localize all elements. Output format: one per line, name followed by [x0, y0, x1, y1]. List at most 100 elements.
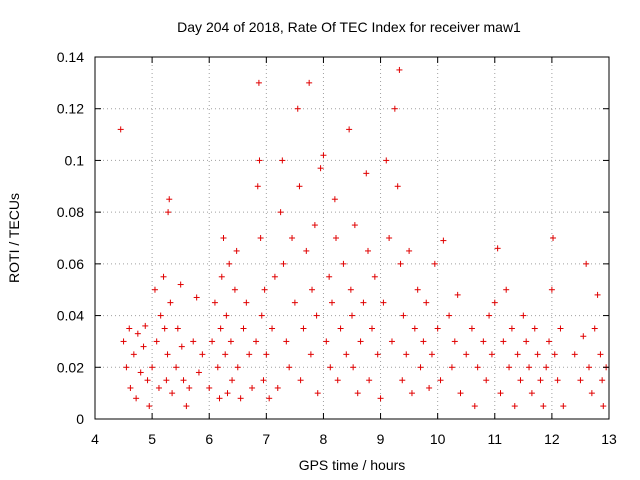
roti-point [440, 237, 447, 244]
roti-point [597, 351, 604, 358]
roti-point [160, 273, 167, 280]
roti-point [331, 196, 338, 203]
roti-point [243, 299, 250, 306]
roti-point [224, 390, 231, 397]
roti-point [403, 351, 410, 358]
x-tick-label: 8 [320, 431, 328, 447]
roti-point [222, 351, 229, 358]
roti-point [306, 79, 313, 86]
roti-point [543, 364, 550, 371]
roti-point [186, 384, 193, 391]
roti-point [520, 312, 527, 319]
roti-point [446, 312, 453, 319]
roti-point [340, 260, 347, 267]
roti-point [289, 235, 296, 241]
roti-point [161, 325, 168, 332]
roti-point [286, 364, 293, 371]
roti-point [277, 209, 284, 216]
roti-point [174, 325, 181, 332]
roti-point [451, 338, 458, 345]
roti-point [327, 364, 334, 371]
roti-point [214, 364, 221, 371]
roti-point [169, 390, 176, 397]
roti-point [291, 299, 298, 306]
roti-point [394, 183, 401, 190]
roti-point [560, 403, 567, 410]
y-tick-label: 0.02 [57, 359, 84, 375]
roti-point [167, 299, 174, 306]
x-tick-label: 13 [601, 431, 617, 447]
roti-point [249, 384, 256, 391]
roti-point [517, 377, 524, 384]
roti-point [137, 369, 144, 376]
roti-point [491, 299, 498, 306]
roti-point [183, 403, 190, 410]
roti-point [571, 351, 578, 358]
roti-point [396, 66, 403, 73]
roti-point [307, 351, 314, 358]
roti-point [551, 351, 558, 358]
roti-point [526, 364, 533, 371]
roti-point [329, 299, 336, 306]
roti-point [448, 364, 455, 371]
roti-point [300, 325, 307, 332]
roti-point [255, 79, 262, 86]
roti-point [218, 273, 225, 280]
roti-point [577, 377, 584, 384]
roti-point [313, 312, 320, 319]
roti-point [190, 338, 197, 345]
roti-point [297, 377, 304, 384]
roti-point [388, 338, 395, 345]
roti-point [157, 312, 164, 319]
roti-point [391, 105, 398, 112]
roti-point [537, 377, 544, 384]
roti-point [211, 299, 218, 306]
roti-point [540, 403, 547, 410]
roti-point [357, 338, 364, 345]
roti-point [296, 183, 303, 190]
roti-point [546, 338, 553, 345]
roti-point [350, 364, 357, 371]
roti-point [371, 273, 378, 280]
roti-point [377, 395, 384, 402]
roti-point [366, 377, 373, 384]
roti-point [431, 260, 438, 267]
roti-point [591, 325, 598, 332]
roti-point [468, 325, 475, 332]
roti-point [261, 286, 268, 293]
roti-point [180, 377, 187, 384]
roti-point [269, 325, 276, 332]
roti-point [263, 351, 270, 358]
roti-point [349, 312, 355, 319]
y-axis-ticks: 0 0.02 0.04 0.06 0.08 0.1 0.12 0.14 [57, 49, 609, 427]
roti-point [206, 384, 213, 391]
x-axis-ticks: 4 5 6 7 8 9 10 11 12 13 [91, 57, 617, 447]
roti-point [548, 286, 555, 293]
roti-point [266, 395, 273, 402]
roti-point [588, 390, 595, 397]
roti-point [146, 403, 153, 410]
roti-point [123, 364, 130, 371]
roti-point [333, 235, 340, 241]
roti-point [508, 325, 515, 332]
roti-point [155, 384, 162, 391]
roti-point [240, 325, 247, 332]
roti-point [368, 325, 375, 332]
roti-point [428, 351, 435, 358]
roti-point [133, 395, 140, 402]
roti-point [164, 351, 171, 358]
roti-point [486, 312, 493, 319]
roti-point [406, 247, 413, 254]
roti-point [514, 351, 521, 358]
roti-point [246, 351, 253, 358]
x-axis-label: GPS time / hours [299, 457, 406, 473]
roti-point [494, 245, 501, 252]
roti-point [216, 395, 223, 402]
roti-point [346, 126, 353, 133]
roti-point [303, 247, 310, 254]
roti-point [226, 260, 233, 267]
roti-point [408, 390, 415, 397]
roti-point [227, 338, 234, 345]
y-tick-label: 0.04 [57, 308, 84, 324]
